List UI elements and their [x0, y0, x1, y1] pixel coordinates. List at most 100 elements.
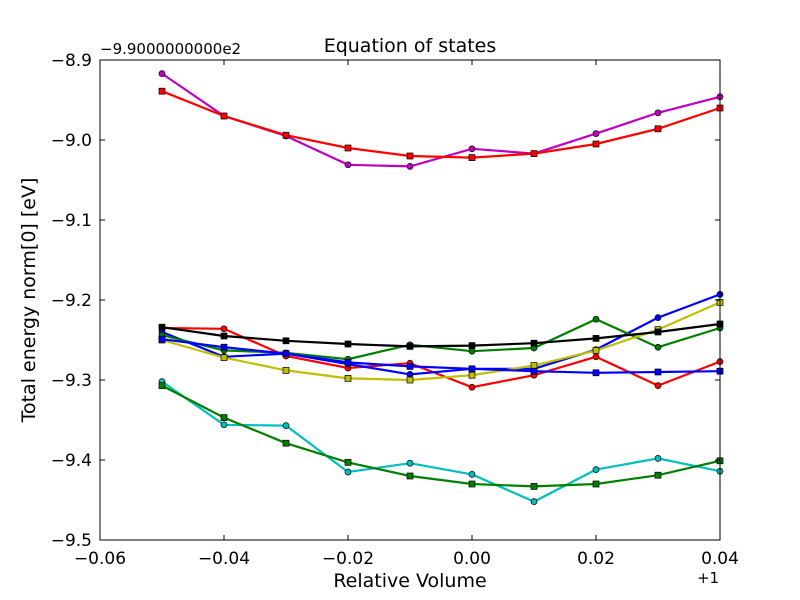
- series-line: [161, 90, 721, 159]
- data-point: [282, 350, 290, 357]
- series-line: [161, 72, 721, 168]
- data-point: [344, 468, 352, 476]
- x-tick-label: −0.04: [198, 549, 250, 569]
- y-tick-label: −9.4: [51, 451, 92, 471]
- data-point: [158, 382, 166, 389]
- y-axis-label: Total energy norm[0] [eV]: [18, 178, 40, 424]
- data-point: [592, 140, 600, 148]
- data-point: [220, 421, 228, 429]
- series-line: [161, 301, 721, 382]
- data-point: [530, 150, 538, 157]
- data-point: [158, 323, 166, 331]
- data-point: [220, 332, 228, 340]
- data-point: [158, 87, 166, 95]
- y-tick-label: −9.1: [51, 211, 92, 231]
- data-point: [654, 328, 662, 336]
- series-line: [161, 338, 721, 374]
- data-point: [220, 325, 228, 333]
- series-8: [158, 320, 724, 350]
- data-point: [530, 367, 538, 375]
- data-point: [654, 125, 662, 133]
- data-point: [468, 365, 476, 373]
- y-offset-label: −9.9000000000e2: [100, 40, 241, 58]
- data-point: [282, 422, 290, 429]
- data-point: [344, 340, 352, 348]
- data-point: [344, 144, 352, 152]
- data-point: [530, 362, 538, 369]
- data-point: [220, 414, 228, 421]
- series-layer: [158, 70, 724, 505]
- series-10: [158, 382, 724, 490]
- data-point: [468, 371, 476, 379]
- data-point: [406, 163, 414, 170]
- data-point: [344, 161, 352, 169]
- x-tick-label: −0.02: [322, 549, 374, 569]
- x-tick-label: 0.02: [577, 549, 615, 569]
- data-point: [654, 343, 662, 351]
- ticks-layer: −0.06 −0.04 −0.02 0.00 0.02 0.04 −8.9 −9.0 −9.1 −…: [51, 51, 739, 569]
- data-point: [592, 347, 600, 354]
- data-point: [530, 339, 538, 347]
- data-point: [158, 335, 166, 343]
- y-tick-label: −9.3: [51, 371, 92, 391]
- data-point: [654, 471, 662, 479]
- data-point: [406, 376, 414, 384]
- x-offset-label: +1: [697, 569, 719, 587]
- series-line: [161, 322, 721, 348]
- data-point: [282, 131, 290, 139]
- data-point: [654, 382, 662, 389]
- data-point: [592, 130, 600, 137]
- data-point: [592, 466, 600, 473]
- y-tick-label: −9.2: [51, 291, 92, 311]
- data-point: [654, 109, 662, 117]
- series-line: [161, 326, 721, 389]
- data-point: [406, 472, 414, 480]
- data-point: [468, 154, 476, 161]
- data-point: [406, 363, 414, 370]
- data-point: [530, 498, 538, 505]
- x-axis-label: Relative Volume: [333, 570, 486, 592]
- series-7: [158, 335, 724, 377]
- data-point: [406, 343, 414, 350]
- series-2: [158, 87, 724, 161]
- data-point: [592, 480, 600, 488]
- data-point: [592, 369, 600, 377]
- data-point: [654, 314, 662, 321]
- series-line: [161, 380, 721, 503]
- chart-title: Equation of states: [324, 35, 497, 57]
- data-point: [468, 383, 476, 391]
- data-point: [344, 459, 352, 466]
- x-tick-label: −0.06: [74, 549, 126, 569]
- data-point: [468, 347, 476, 355]
- data-point: [654, 368, 662, 376]
- data-point: [654, 455, 662, 462]
- series-1: [158, 70, 724, 170]
- data-point: [592, 353, 600, 361]
- series-9: [158, 378, 724, 505]
- y-tick-label: −8.9: [51, 51, 92, 71]
- data-point: [282, 367, 290, 374]
- data-point: [406, 152, 414, 160]
- plot-frame: [99, 59, 721, 541]
- data-point: [406, 459, 414, 467]
- y-tick-label: −9.0: [51, 131, 92, 151]
- data-point: [468, 471, 476, 478]
- series-line: [161, 384, 721, 488]
- data-point: [220, 354, 228, 361]
- data-point: [344, 375, 352, 382]
- series-line: [161, 317, 721, 361]
- data-point: [530, 483, 538, 490]
- data-point: [282, 337, 290, 345]
- data-point: [592, 335, 600, 342]
- data-point: [282, 439, 290, 447]
- data-point: [158, 70, 166, 77]
- x-tick-label: 0.04: [701, 549, 739, 569]
- data-point: [592, 315, 600, 323]
- y-tick-label: −9.5: [51, 531, 92, 551]
- data-point: [468, 145, 476, 153]
- x-tick-label: 0.00: [453, 549, 491, 569]
- data-point: [220, 343, 228, 351]
- data-point: [406, 371, 414, 378]
- data-point: [468, 480, 476, 488]
